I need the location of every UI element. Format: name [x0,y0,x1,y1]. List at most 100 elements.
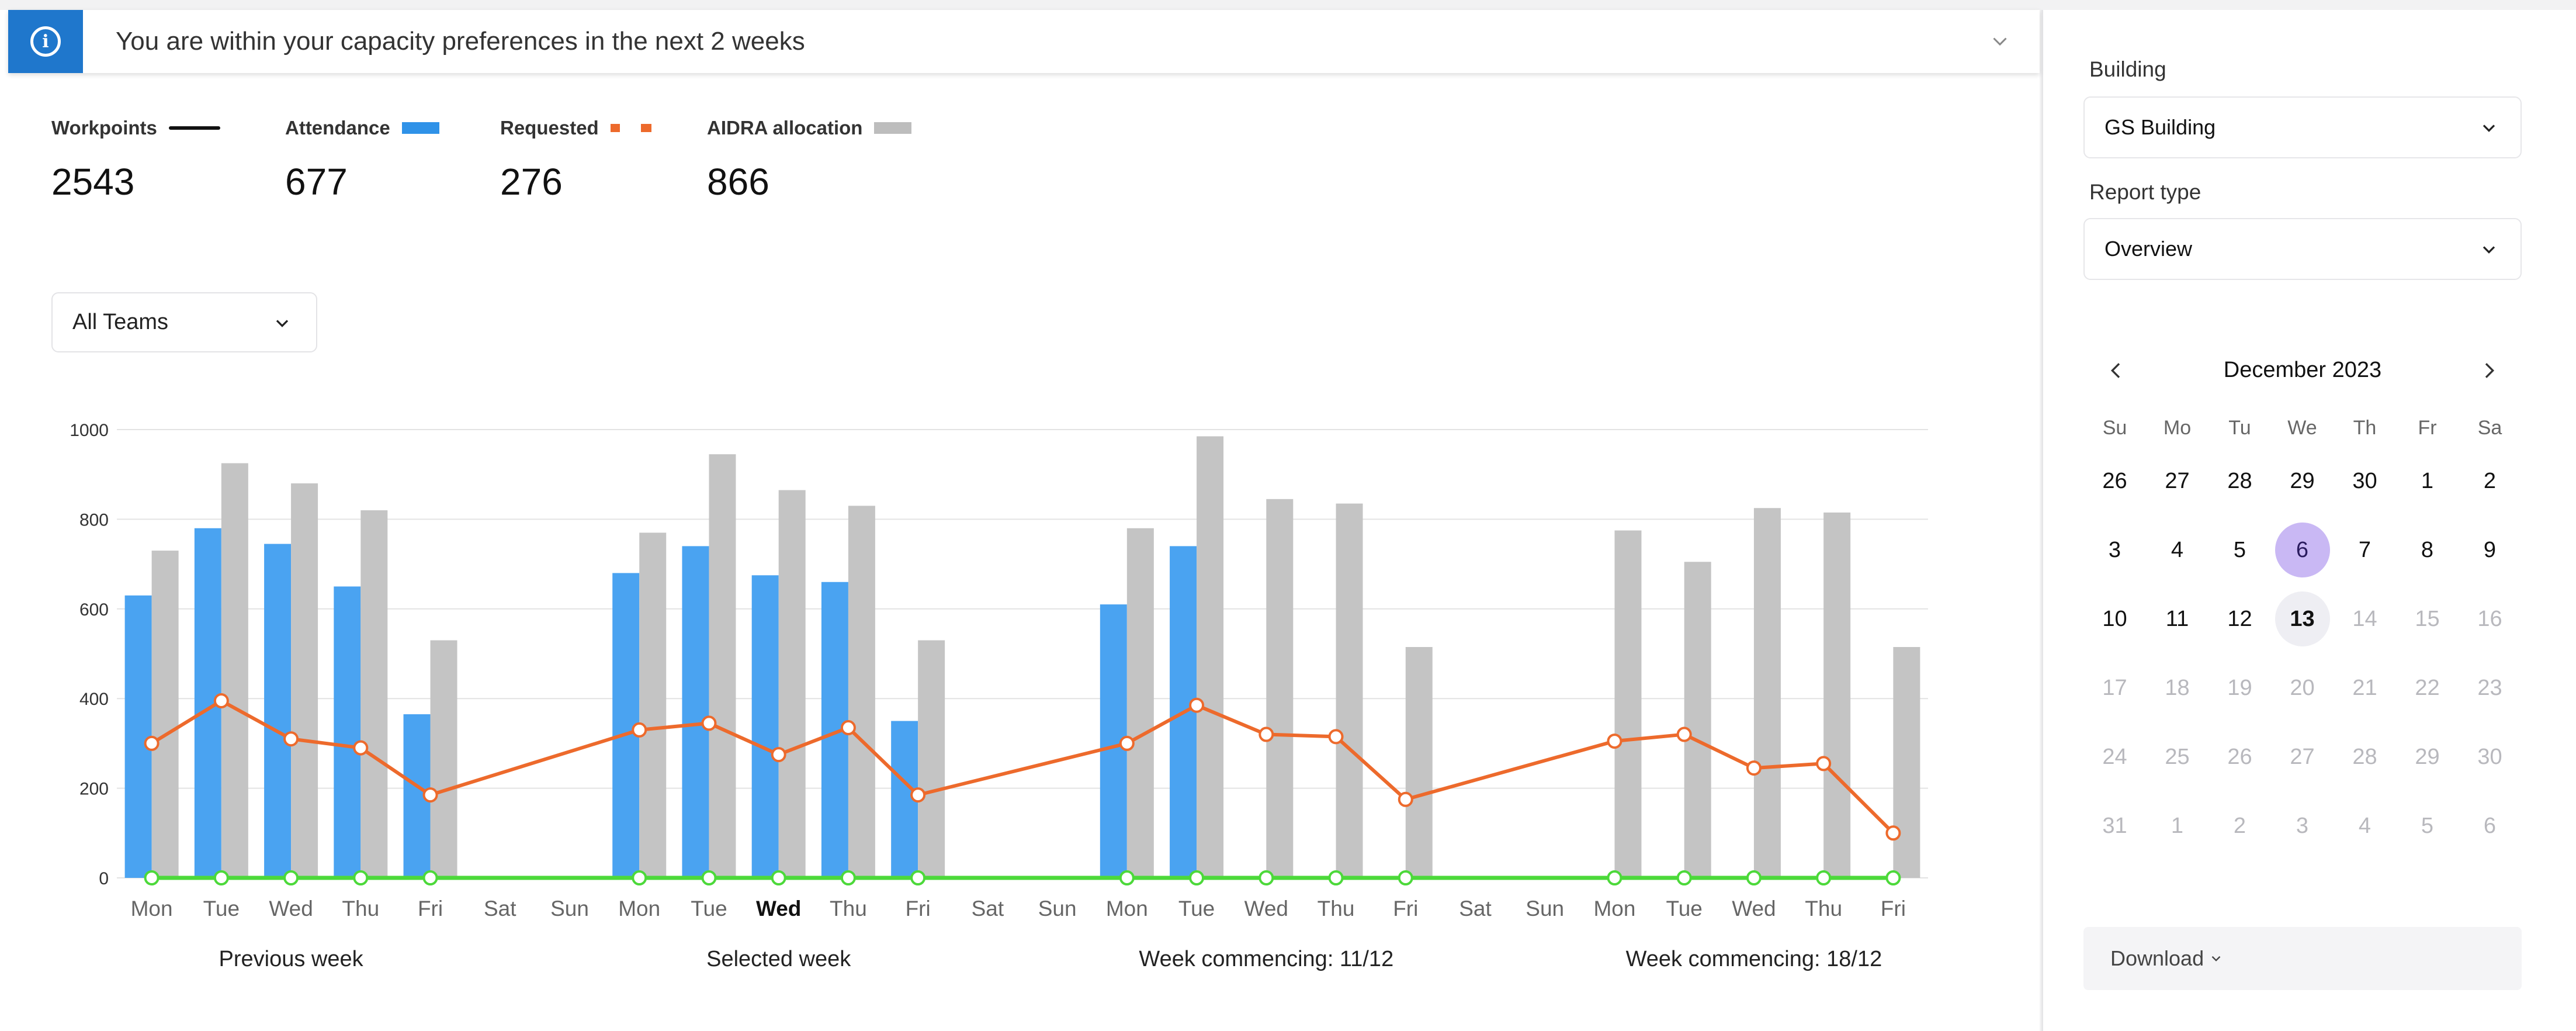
calendar-day-number: 15 [2415,606,2440,631]
calendar-day-number: 27 [2165,468,2190,493]
calendar-day: 22 [2396,653,2459,722]
calendar-day[interactable]: 29 [2271,447,2334,516]
metric-value: 866 [707,161,769,203]
calendar-day[interactable]: 27 [2146,447,2209,516]
calendar-day: 15 [2396,584,2459,653]
calendar-month-title: December 2023 [2223,358,2382,382]
calendar-day[interactable]: 7 [2334,516,2396,584]
weekday-header: Th [2353,416,2377,439]
calendar-day: 21 [2334,653,2396,722]
download-button[interactable]: Download [2083,927,2522,990]
calendar-day[interactable]: 8 [2396,516,2459,584]
requested-point [353,740,369,756]
calendar-day-today[interactable]: 13 [2271,584,2334,653]
building-label: Building [2089,57,2166,81]
calendar-day[interactable]: 3 [2083,516,2146,584]
calendar-day[interactable]: 12 [2209,584,2271,653]
calendar-day-number: 6 [2275,523,2330,577]
building-select-value: GS Building [2105,115,2216,139]
aidra-bar [1823,512,1851,878]
calendar-day-number: 4 [2358,813,2372,838]
calendar-day-selected[interactable]: 6 [2271,516,2334,584]
requested-point [1676,726,1692,742]
requested-point [1746,760,1762,776]
calendar-day: 30 [2459,722,2521,791]
x-tick-label: Tue [1666,897,1702,921]
report-type-select[interactable]: Overview [2083,218,2522,280]
x-tick-label: Sun [1038,897,1077,921]
calendar-day-number: 3 [2108,537,2121,562]
chevron-right-icon[interactable] [2477,359,2501,382]
requested-line [151,699,1895,835]
aidra-bar [1336,503,1363,878]
x-tick-label: Wed [1732,897,1776,921]
aidra-bar [778,490,806,878]
requested-point [213,693,229,709]
metric-label: AIDRA allocation [707,117,863,139]
calendar-day[interactable]: 26 [2083,447,2146,516]
x-tick-label: Fri [1393,897,1418,921]
weekday-header: Sa [2477,416,2502,439]
y-tick-label: 800 [79,510,109,530]
x-tick-label: Fri [906,897,931,921]
calendar-day-number: 21 [2352,675,2377,700]
calendar-day-number: 27 [2290,744,2315,769]
aidra-bar [1197,436,1224,878]
calendar-day-number: 20 [2290,675,2315,700]
calendar-day[interactable]: 11 [2146,584,2209,653]
weekday-header: Tu [2228,416,2251,439]
calendar-day-number: 11 [2165,606,2189,631]
report-type-label: Report type [2089,180,2201,204]
teams-dropdown[interactable]: All Teams [51,292,317,352]
aidra-bar [1266,499,1294,878]
calendar-day[interactable]: 1 [2396,447,2459,516]
calendar-day[interactable]: 10 [2083,584,2146,653]
attendance-bar [682,546,709,878]
calendar-day[interactable]: 5 [2209,516,2271,584]
calendar-day[interactable]: 30 [2334,447,2396,516]
workpoints-point [632,870,647,885]
calendar-day-number: 2 [2483,468,2497,493]
aidra-bar [291,483,318,878]
workpoints-point [1398,870,1413,885]
calendar-day: 25 [2146,722,2209,791]
x-tick-label: Sat [484,897,516,921]
metric-label: Workpoints [51,117,157,139]
attendance-bar [334,586,361,878]
aidra-bar [1753,508,1781,878]
workpoints-point [1189,870,1205,885]
workpoints-point [771,870,786,885]
calendar-header: December 2023 [2083,351,2522,392]
calendar-day[interactable]: 2 [2459,447,2521,516]
capacity-banner[interactable]: i You are within your capacity preferenc… [8,10,2040,73]
calendar-day-number: 1 [2171,813,2184,838]
x-tick-label: Wed [269,897,313,921]
aidra-bar [1893,646,1920,878]
calendar-day: 4 [2334,791,2396,860]
week-group-label: Previous week [219,947,364,971]
requested-point [422,787,438,803]
aidra-bar [1684,562,1711,878]
building-select[interactable]: GS Building [2083,96,2522,158]
chevron-left-icon[interactable] [2105,359,2128,382]
aidra-bar [709,454,736,878]
calendar-day-number: 4 [2171,537,2184,562]
calendar-day[interactable]: 4 [2146,516,2209,584]
x-tick-label: Sun [550,897,589,921]
calendar-day-number: 3 [2296,813,2309,838]
requested-point [1258,726,1274,742]
week-group-label: Week commencing: 18/12 [1626,947,1882,971]
calendar-day[interactable]: 9 [2459,516,2521,584]
y-tick-label: 1000 [70,421,109,440]
calendar-day-number: 9 [2483,537,2497,562]
x-tick-label: Mon [131,897,173,921]
aidra-bar [1405,646,1433,878]
calendar-day[interactable]: 28 [2209,447,2271,516]
requested-point [1119,735,1135,751]
requested-point [1398,791,1413,807]
attendance-bar [751,575,779,878]
requested-point [1816,756,1832,771]
chevron-down-icon[interactable] [1989,30,2010,51]
calendar-day-number: 24 [2102,744,2127,769]
weekday-header: Fr [2418,416,2437,439]
